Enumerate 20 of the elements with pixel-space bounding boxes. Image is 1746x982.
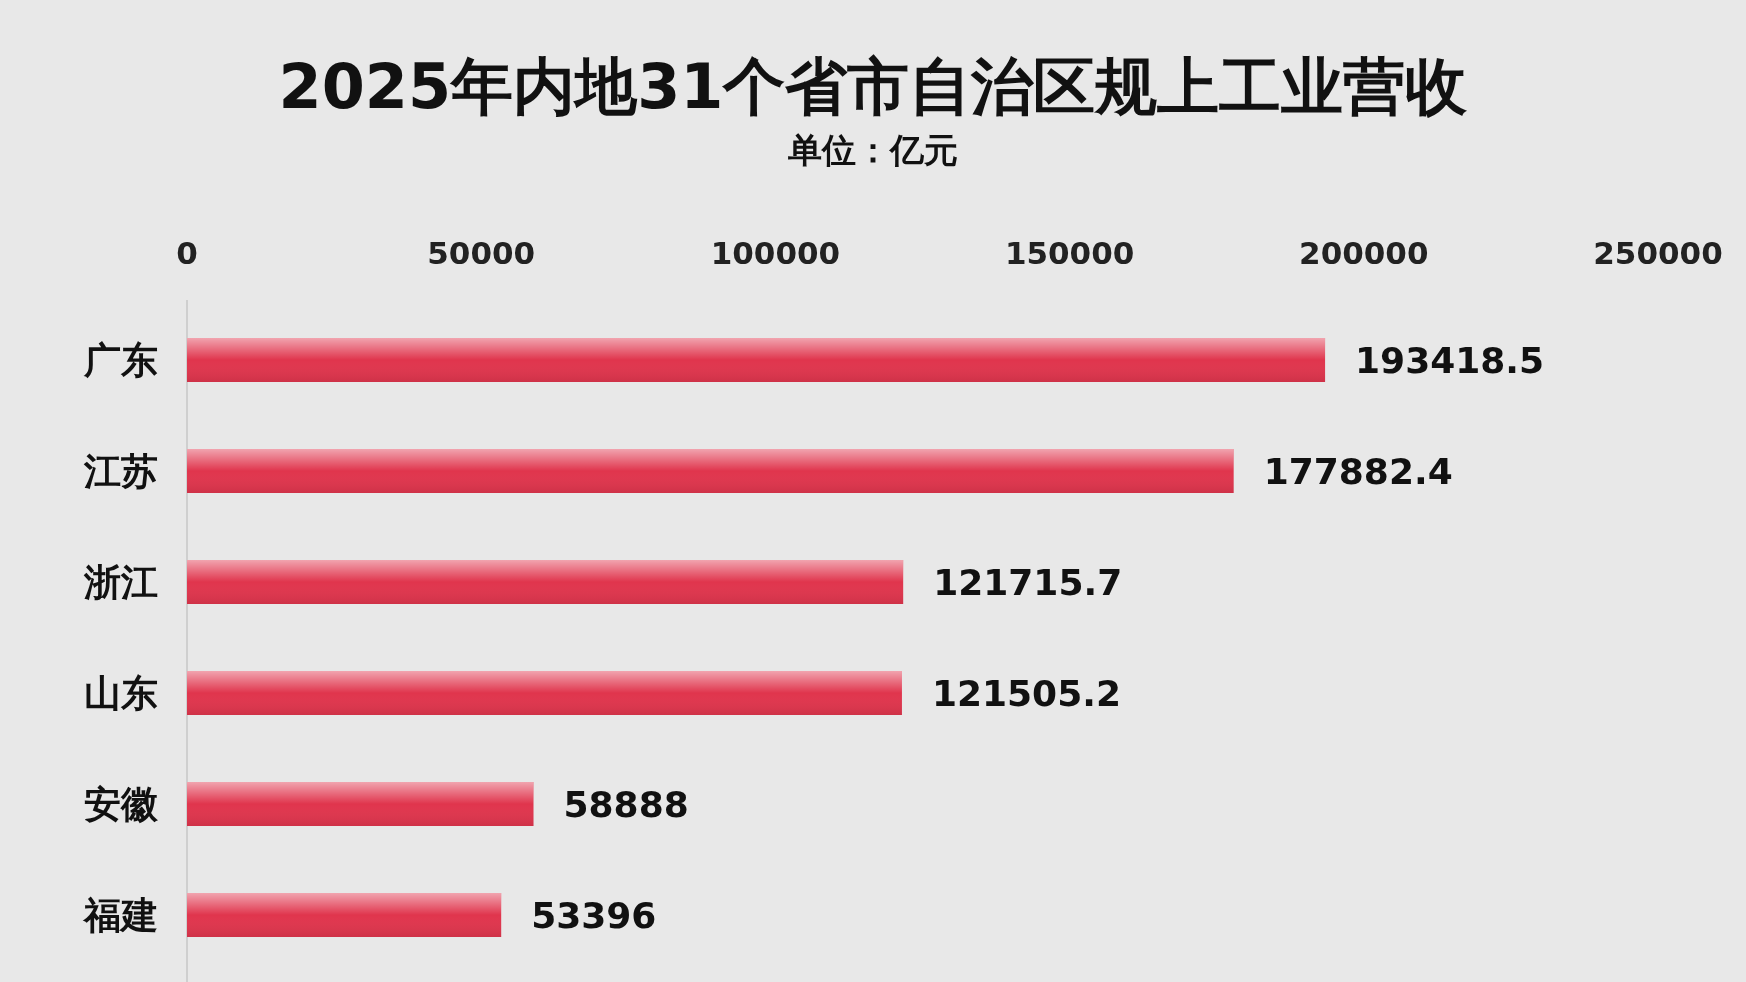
y-tick-label: 江苏 [83, 450, 158, 493]
data-label: 121715.7 [933, 562, 1123, 603]
x-tick-label: 100000 [710, 235, 841, 271]
data-label: 58888 [563, 784, 689, 825]
x-tick-label: 250000 [1593, 235, 1723, 271]
data-label: 193418.5 [1355, 340, 1545, 381]
data-label: 121505.2 [931, 673, 1121, 714]
x-tick-label: 150000 [1004, 235, 1135, 271]
chart-title: 2025年内地31个省市自治区规上工业营收 [278, 50, 1469, 123]
y-tick-label: 福建 [82, 894, 158, 937]
y-tick-label: 山东 [84, 672, 158, 715]
data-label: 53396 [531, 895, 657, 936]
y-tick-label: 广东 [83, 339, 158, 382]
chart-subtitle: 单位：亿元 [787, 130, 958, 170]
x-tick-label: 200000 [1299, 235, 1429, 271]
x-tick-label: 0 [176, 235, 198, 271]
x-tick-label: 50000 [427, 235, 536, 271]
y-tick-label: 浙江 [83, 561, 158, 604]
y-tick-label: 安徽 [84, 783, 159, 826]
data-label: 177882.4 [1263, 451, 1453, 492]
